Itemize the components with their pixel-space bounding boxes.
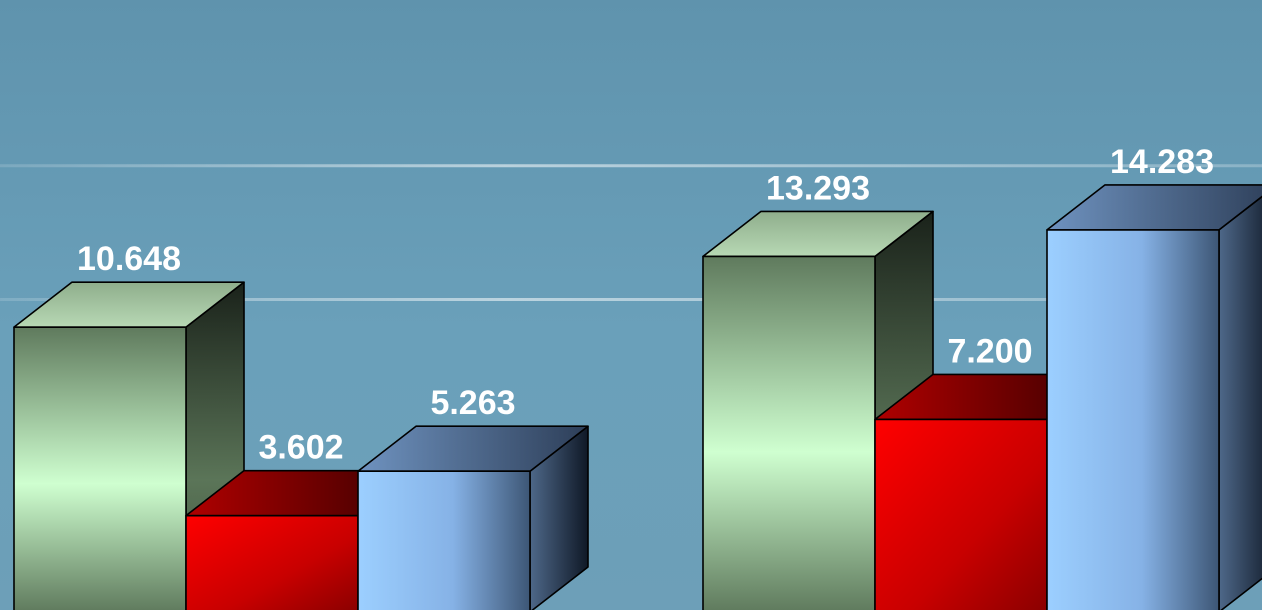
bar-front-face xyxy=(874,418,1048,610)
bar-front-face xyxy=(357,470,531,610)
bar-s2-c1 xyxy=(1046,184,1262,610)
data-label-s2-c0: 5.263 xyxy=(430,384,515,422)
gridline-0 xyxy=(0,298,1262,301)
bar-front-face xyxy=(185,514,359,610)
bar-side-face xyxy=(1218,195,1262,610)
data-label-s2-c1: 14.283 xyxy=(1110,143,1214,181)
data-labels: 10.648 3.602 5.263 13.293 7.200 14.283 xyxy=(77,143,1214,467)
bar-front-face xyxy=(13,326,187,610)
bar-s2-c0 xyxy=(357,425,589,610)
data-label-s1-c0: 3.602 xyxy=(258,429,343,467)
bar-front-face xyxy=(702,255,876,610)
gridline-1 xyxy=(0,164,1262,168)
data-label-s0-c1: 13.293 xyxy=(766,169,870,207)
data-label-s1-c1: 7.200 xyxy=(947,332,1032,370)
data-label-s0-c0: 10.648 xyxy=(77,240,181,278)
gridlines xyxy=(0,164,1262,301)
bars xyxy=(13,184,1262,610)
bar-front-face xyxy=(1046,229,1220,610)
